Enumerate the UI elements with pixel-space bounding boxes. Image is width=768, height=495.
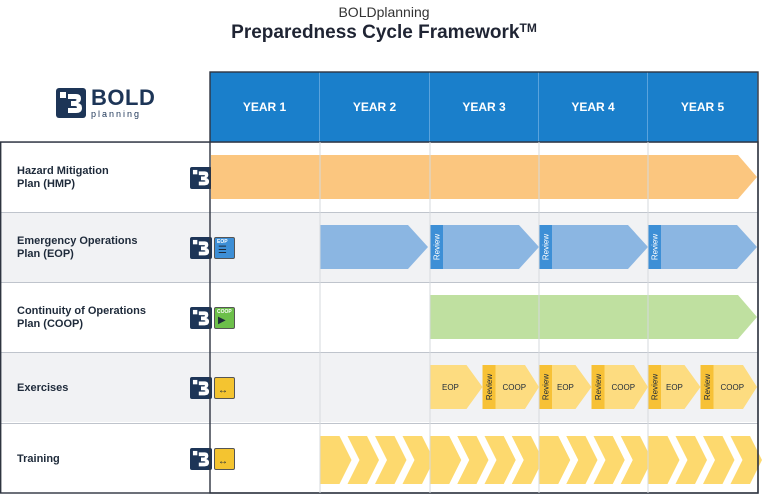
continuity-arrow-icon: COOP ▶ <box>214 307 235 329</box>
trademark-mark: TM <box>519 21 537 35</box>
row-plan-icon: HMP ⚠ <box>190 167 236 189</box>
icon-glyph: ⚠ <box>218 175 227 186</box>
dumbbell-icon: ↔ <box>214 448 235 470</box>
row-label-line1: Continuity of Operations <box>17 305 146 317</box>
row-label-line1: Exercises <box>17 382 69 394</box>
year-header-3: YEAR 3 <box>430 72 539 142</box>
bold-logo: BOLD planning <box>56 87 155 119</box>
row-label: Training <box>17 453 60 466</box>
bold-mark-icon <box>190 237 212 259</box>
icon-glyph: ↔ <box>218 385 228 396</box>
logo-mark-icon <box>56 88 86 118</box>
warning-icon: HMP ⚠ <box>214 167 235 189</box>
row-label: Continuity of Operations Plan (COOP) <box>17 305 146 331</box>
page-title: Preparedness Cycle FrameworkTM <box>0 21 768 44</box>
operations-icon: EOP ☰ <box>214 237 235 259</box>
year-header-2: YEAR 2 <box>320 72 430 142</box>
page-subtitle: BOLDplanning <box>338 4 430 20</box>
bold-mark-icon <box>190 167 212 189</box>
row-label: Exercises <box>17 382 68 395</box>
year-header-4: YEAR 4 <box>539 72 648 142</box>
dumbbell-icon: ↔ <box>214 377 235 399</box>
bold-mark-icon <box>190 377 212 399</box>
bold-mark-icon <box>190 448 212 470</box>
logo-tagline: planning <box>91 109 142 119</box>
row-label-line1: Hazard Mitigation <box>17 165 109 177</box>
row-label-line1: Emergency Operations <box>17 235 138 247</box>
timeline-row-1: Hazard Mitigation Plan (HMP) HMP ⚠ <box>0 142 758 212</box>
bold-mark-icon <box>190 307 212 329</box>
timeline-row-5: Training ↔ <box>0 423 758 495</box>
logo-word: BOLD <box>91 85 156 110</box>
title-text: Preparedness Cycle Framework <box>231 22 520 43</box>
icon-glyph: ↔ <box>218 456 228 467</box>
row-plan-icon: ↔ <box>190 377 236 399</box>
row-label: Emergency Operations Plan (EOP) <box>17 235 137 261</box>
timeline-row-3: Continuity of Operations Plan (COOP) COOP ▶ <box>0 282 758 352</box>
row-plan-icon: COOP ▶ <box>190 307 236 329</box>
row-label-line2: Plan (HMP) <box>17 178 76 190</box>
year-header-1: YEAR 1 <box>210 72 320 142</box>
row-plan-icon: ↔ <box>190 448 236 470</box>
row-label-line2: Plan (EOP) <box>17 248 74 260</box>
timeline-row-4: Exercises ↔ <box>0 352 758 422</box>
row-plan-icon: EOP ☰ <box>190 237 236 259</box>
icon-glyph: ☰ <box>218 245 227 256</box>
row-label: Hazard Mitigation Plan (HMP) <box>17 165 109 191</box>
row-label-line1: Training <box>17 453 60 465</box>
icon-glyph: ▶ <box>218 315 226 326</box>
year-header-5: YEAR 5 <box>648 72 758 142</box>
row-label-line2: Plan (COOP) <box>17 318 84 330</box>
timeline-row-2: Emergency Operations Plan (EOP) EOP ☰ <box>0 212 758 282</box>
